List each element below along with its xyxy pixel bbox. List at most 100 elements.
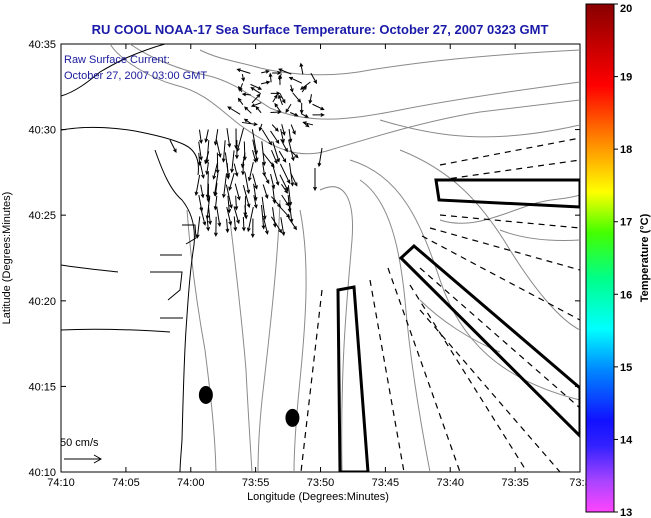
current-vector (250, 86, 261, 95)
y-tick-label: 40:35 (28, 39, 56, 51)
buoy-marker (285, 408, 300, 427)
current-vector (270, 130, 280, 145)
colorbar-tick-label: 13 (620, 507, 632, 518)
current-vector (278, 205, 291, 219)
current-vector (234, 195, 239, 211)
current-vector (212, 163, 218, 180)
current-vector (261, 204, 266, 230)
current-vector (234, 139, 239, 160)
colorbar-label: Temperature (°C) (639, 213, 651, 302)
y-tick-label: 40:25 (28, 210, 56, 222)
current-vector (280, 138, 288, 153)
current-vector (263, 217, 269, 235)
current-vector (250, 83, 263, 90)
current-vector (280, 128, 285, 144)
current-vector (258, 123, 263, 132)
current-vector (204, 151, 210, 165)
current-vector (260, 80, 271, 85)
y-axis-label: Latitude (Degrees:Minutes) (1, 192, 13, 325)
y-axis-ticks: 40:35 40:30 40:25 40:20 40:15 40:10 (28, 39, 580, 479)
scale-vector: 50 cm/s (60, 437, 103, 464)
current-vector (287, 217, 297, 231)
current-vector (215, 139, 222, 158)
current-vector (199, 161, 205, 179)
current-vector (255, 105, 262, 114)
current-vector (310, 72, 317, 85)
current-vector (226, 206, 233, 226)
current-vector (198, 129, 203, 145)
current-vector (270, 91, 281, 96)
current-vector (289, 84, 294, 93)
current-vector (290, 112, 299, 117)
current-vector (233, 163, 239, 177)
current-vector (236, 68, 251, 74)
colorbar-tick-label: 15 (620, 362, 632, 374)
current-vector (169, 139, 177, 153)
current-vector (226, 128, 232, 148)
current-vector (238, 85, 243, 93)
current-vector (241, 92, 251, 97)
current-vector (227, 195, 232, 214)
current-vector (299, 102, 304, 115)
x-tick-label: 73:35 (501, 477, 529, 489)
current-vector (280, 217, 286, 237)
current-vector (290, 124, 296, 135)
current-vector (250, 218, 255, 239)
x-tick-label: 73:3 (569, 477, 590, 489)
current-vector (244, 172, 251, 195)
current-vector (302, 121, 314, 126)
scale-label: 50 cm/s (60, 437, 99, 449)
x-tick-label: 74:00 (177, 477, 205, 489)
current-vector (263, 173, 270, 185)
current-vector (271, 124, 279, 132)
current-vector (195, 216, 201, 239)
current-vector (225, 218, 230, 234)
current-vector (312, 112, 325, 117)
current-vector (278, 68, 292, 75)
current-vector (301, 85, 307, 93)
current-vector (268, 72, 273, 83)
current-vector (228, 172, 235, 191)
current-vector (213, 216, 218, 237)
chart-title: RU COOL NOAA-17 Sea Surface Temperature:… (92, 22, 549, 37)
y-tick-label: 40:30 (28, 125, 56, 137)
current-vector (278, 94, 283, 106)
x-tick-label: 74:10 (47, 477, 75, 489)
current-vector (199, 206, 207, 226)
current-vector (241, 73, 246, 82)
current-vector (230, 150, 235, 174)
current-vector (205, 162, 210, 176)
current-vector (227, 106, 241, 115)
current-vector (261, 69, 270, 74)
current-vector (278, 150, 287, 163)
x-tick-label: 73:50 (307, 477, 335, 489)
current-vector (261, 196, 267, 220)
current-vector (253, 195, 258, 209)
colorbar-ticks: 13 14 15 16 17 18 19 20 (614, 3, 633, 518)
colorbar-tick-label: 16 (620, 289, 632, 301)
current-vector (216, 206, 222, 227)
colorbar-tick-label: 19 (620, 72, 632, 84)
colorbar-tick-label: 20 (620, 3, 632, 15)
current-vector (241, 216, 246, 232)
colorbar-tick-label: 17 (620, 217, 632, 229)
surface-current-vectors (169, 62, 325, 239)
x-tick-label: 73:40 (436, 477, 464, 489)
current-vector (213, 183, 218, 197)
current-vector (237, 97, 244, 105)
colorbar-gradient (585, 3, 615, 513)
current-vector (244, 205, 248, 220)
current-vector (215, 152, 220, 174)
current-vector (279, 174, 289, 192)
current-vector (290, 172, 298, 187)
current-vector (198, 141, 203, 161)
current-vector (251, 93, 261, 104)
current-vector (246, 206, 254, 233)
current-vector (300, 113, 309, 118)
current-vector (252, 139, 259, 162)
current-vector (279, 163, 291, 184)
current-vector (262, 184, 269, 200)
current-vector (290, 150, 299, 159)
current-vector (244, 106, 252, 114)
